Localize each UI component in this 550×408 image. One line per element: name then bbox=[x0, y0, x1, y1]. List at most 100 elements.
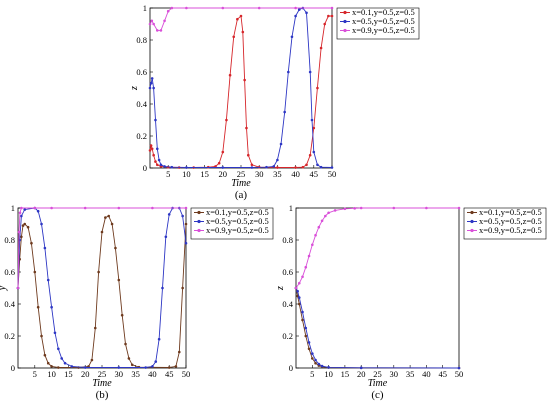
data-point bbox=[320, 219, 324, 223]
x-tick-label: 30 bbox=[255, 169, 264, 179]
data-point bbox=[184, 206, 188, 210]
data-point bbox=[312, 150, 316, 154]
x-tick-label: 15 bbox=[341, 369, 350, 379]
legend-entry: x=0.9,y=0.5,z=0.5 bbox=[352, 25, 415, 35]
series-1 bbox=[16, 214, 188, 369]
x-tick-label: 5 bbox=[310, 369, 314, 379]
data-point bbox=[276, 158, 279, 162]
y-tick-label: 0.8 bbox=[136, 35, 147, 45]
data-point bbox=[149, 144, 153, 147]
data-point bbox=[127, 357, 131, 360]
x-tick-label: 45 bbox=[165, 369, 174, 379]
data-point bbox=[148, 86, 152, 90]
data-point bbox=[319, 165, 323, 169]
data-point bbox=[150, 77, 154, 80]
panel-label: (c) bbox=[371, 389, 384, 401]
y-tick-label: 0 bbox=[289, 363, 293, 373]
data-point bbox=[174, 365, 178, 368]
data-point bbox=[311, 352, 314, 355]
data-point bbox=[148, 149, 152, 152]
x-tick-label: 25 bbox=[373, 369, 382, 379]
data-point bbox=[317, 225, 321, 229]
data-point bbox=[239, 14, 243, 18]
data-point bbox=[327, 366, 330, 369]
y-tick-label: 0.6 bbox=[282, 267, 293, 277]
data-point bbox=[425, 206, 428, 210]
data-point bbox=[152, 153, 155, 157]
data-point bbox=[107, 214, 111, 218]
panel-label: (b) bbox=[96, 389, 109, 401]
data-point bbox=[117, 206, 121, 210]
x-axis-label: Time bbox=[92, 378, 112, 389]
x-tick-label: 35 bbox=[273, 169, 282, 179]
data-point bbox=[316, 163, 319, 167]
series-line bbox=[149, 15, 332, 168]
series-2 bbox=[294, 286, 461, 370]
data-point bbox=[23, 222, 27, 226]
data-point bbox=[30, 241, 33, 245]
x-tick-label: 50 bbox=[328, 169, 337, 179]
x-tick-label: 10 bbox=[182, 169, 191, 179]
data-point bbox=[221, 150, 225, 154]
series-line bbox=[295, 287, 460, 369]
y-tick-label: 0 bbox=[143, 163, 147, 173]
data-point bbox=[308, 153, 312, 157]
data-point bbox=[151, 365, 154, 368]
data-point bbox=[150, 19, 154, 23]
series-line bbox=[295, 287, 460, 369]
data-point bbox=[83, 206, 87, 210]
data-point bbox=[20, 214, 23, 218]
data-point bbox=[70, 365, 74, 368]
data-point bbox=[21, 224, 25, 227]
x-tick-label: 40 bbox=[148, 369, 157, 379]
x-axis-label: Time bbox=[231, 178, 251, 189]
data-point bbox=[304, 326, 308, 330]
data-point bbox=[23, 208, 27, 211]
series-line bbox=[17, 207, 187, 368]
data-point bbox=[150, 147, 154, 151]
data-point bbox=[217, 161, 221, 165]
legend-box bbox=[190, 207, 274, 240]
data-point bbox=[312, 126, 316, 130]
series-2 bbox=[16, 206, 188, 369]
data-point bbox=[90, 358, 94, 362]
legend: x=0.1,y=0.5,z=0.5x=0.5,y=0.5,z=0.5x=0.9,… bbox=[463, 207, 547, 240]
y-tick-label: 0.8 bbox=[4, 235, 15, 245]
data-point bbox=[144, 366, 147, 369]
y-tick-label: 0.6 bbox=[136, 67, 147, 77]
data-point bbox=[155, 163, 159, 167]
data-point bbox=[305, 163, 308, 167]
data-point bbox=[149, 81, 153, 85]
y-tick-label: 0.6 bbox=[4, 267, 15, 277]
legend-marker bbox=[343, 28, 347, 33]
data-point bbox=[185, 6, 188, 10]
x-tick-label: 20 bbox=[219, 169, 228, 179]
data-point bbox=[305, 11, 308, 15]
data-point bbox=[57, 347, 60, 351]
data-point bbox=[304, 334, 308, 338]
legend-marker bbox=[470, 210, 474, 215]
data-point bbox=[117, 366, 121, 369]
data-point bbox=[184, 222, 188, 226]
data-point bbox=[287, 70, 290, 74]
data-point bbox=[163, 19, 166, 23]
series-3 bbox=[16, 206, 188, 290]
data-point bbox=[311, 243, 314, 247]
data-point bbox=[330, 14, 334, 18]
data-point bbox=[170, 165, 174, 169]
x-tick-label: 50 bbox=[182, 369, 191, 379]
legend-entry: x=0.9,y=0.5,z=0.5 bbox=[479, 225, 542, 235]
x-tick-label: 20 bbox=[81, 369, 90, 379]
legend-entry: x=0.1,y=0.5,z=0.5 bbox=[206, 207, 269, 217]
data-point bbox=[40, 222, 43, 226]
data-point bbox=[20, 206, 23, 210]
y-tick-label: 0 bbox=[11, 363, 15, 373]
data-point bbox=[100, 230, 104, 234]
data-point bbox=[214, 165, 217, 168]
data-point bbox=[154, 360, 158, 363]
data-point bbox=[330, 6, 334, 10]
data-point bbox=[221, 166, 225, 169]
data-point bbox=[310, 118, 314, 122]
data-point bbox=[245, 126, 248, 130]
